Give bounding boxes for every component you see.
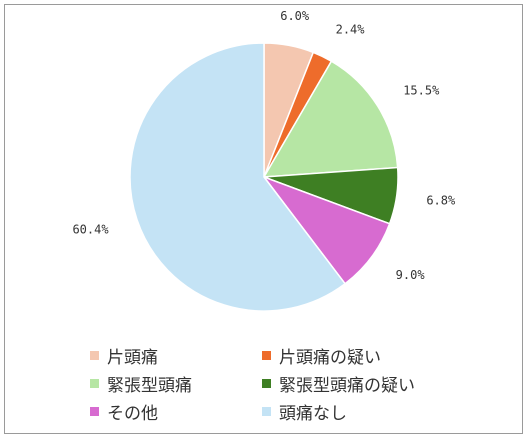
legend-swatch [262,378,271,388]
data-label-no-headache: 60.4% [72,222,109,236]
legend-label: 緊張型頭痛の疑い [279,375,415,396]
data-label-suspected-migraine: 2.4% [336,22,366,36]
legend-label: 片頭痛 [107,347,158,368]
pie-slices [129,42,399,312]
legend-item-other: その他 [90,400,262,424]
pie-labels: 6.0% 2.4% 15.5% 6.8% 9.0% 60.4% [72,9,456,282]
pie-slice-tension-headache [262,60,399,178]
legend-swatch [90,406,99,416]
legend-item-no-headache: 頭痛なし [262,400,462,424]
legend-label: 片頭痛の疑い [279,347,381,368]
legend-label: その他 [107,403,158,424]
data-label-suspected-tension-headache: 6.8% [426,193,456,207]
data-label-tension-headache: 15.5% [403,83,440,97]
legend-item-suspected-tension-headache: 緊張型頭痛の疑い [262,372,462,396]
chart-legend: 片頭痛 片頭痛の疑い 緊張型頭痛 緊張型頭痛の疑い その他 頭痛なし [90,344,490,424]
legend-item-tension-headache: 緊張型頭痛 [90,372,262,396]
legend-swatch [262,350,271,360]
pie-slice-no-headache [129,42,347,312]
legend-swatch [90,350,99,360]
data-label-migraine: 6.0% [280,9,310,23]
legend-item-migraine: 片頭痛 [90,344,262,368]
data-label-other: 9.0% [396,268,426,282]
legend-label: 緊張型頭痛 [107,375,192,396]
legend-label: 頭痛なし [279,403,347,424]
legend-swatch [90,378,99,388]
legend-item-suspected-migraine: 片頭痛の疑い [262,344,462,368]
legend-swatch [262,406,271,416]
